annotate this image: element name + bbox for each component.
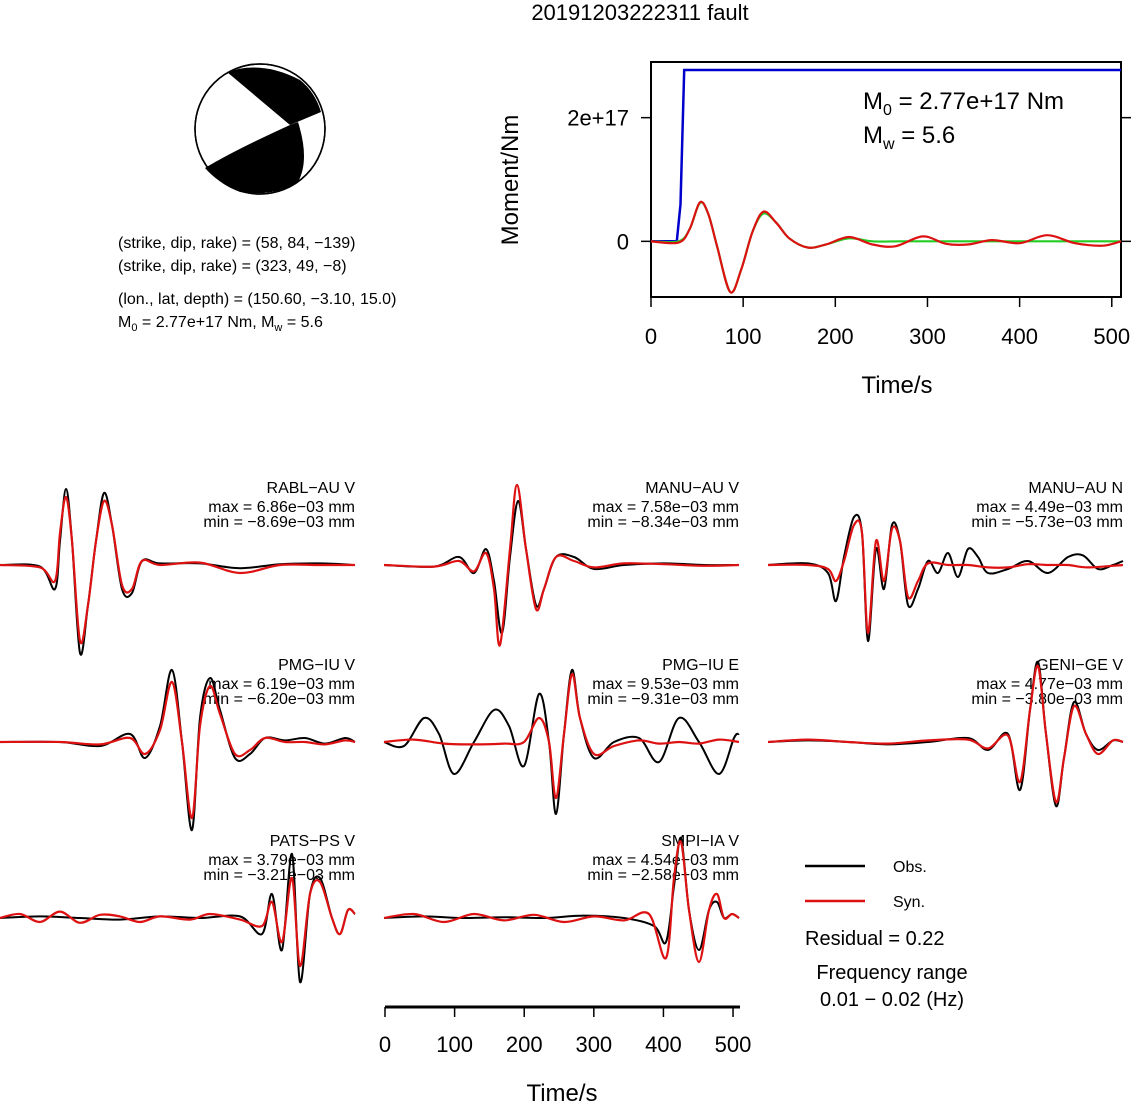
observed-trace [767,513,1124,643]
moment-y-ticks: 0 2e+17 [567,106,1131,254]
residual-value: Residual = 0.22 [805,928,945,950]
waveform-x-label: Time/s [526,1080,597,1104]
station-min: min = −8.69e−03 mm [203,514,355,531]
nodal-plane-1: (strike, dip, rake) = (58, 84, −139) [118,235,355,252]
synthetic-trace [383,483,740,647]
frequency-range-label: Frequency range [816,962,967,984]
station-label: RABL−AU V [267,480,356,497]
moment-x-tick-label: 400 [1001,324,1038,349]
station-max: max = 9.53e−03 mm [592,676,739,693]
moment-x-tick-label: 200 [817,324,854,349]
station-min: min = −6.20e−03 mm [203,691,355,708]
moment-y-tick-label: 0 [617,229,629,254]
legend: Obs. Syn. [805,859,927,911]
moment-x-ticks: 0 100 200 300 400 500 [645,297,1130,349]
station-max: max = 7.58e−03 mm [592,499,739,516]
station-label: PATS−PS V [270,833,356,850]
moment-x-tick-label: 100 [725,324,762,349]
nodal-plane-2: (strike, dip, rake) = (323, 49, −8) [118,258,347,275]
source-location: (lon., lat, depth) = (150.60, −3.10, 15.… [118,291,396,308]
waveform-x-tick-label: 200 [506,1032,543,1057]
beachball-quadrant-top [227,67,321,125]
station-min: min = −5.73e−03 mm [971,514,1123,531]
moment-x-tick-label: 300 [909,324,946,349]
station-max: max = 4.49e−03 mm [976,499,1123,516]
station-label: MANU−AU N [1028,480,1123,497]
station-min: min = −2.58e−03 mm [587,867,739,884]
station-max: max = 6.86e−03 mm [208,499,355,516]
observed-trace [0,668,356,832]
moment-y-label: Moment/Nm [497,115,524,246]
synthetic-trace [0,495,355,645]
waveform-time-axis: 0 100 200 300 400 500 Time/s [379,1005,752,1104]
moment-rate-red-line [650,200,1122,294]
frequency-range-value: 0.01 − 0.02 (Hz) [820,989,964,1011]
beachball-diagram [194,63,326,195]
moment-plot: 0 100 200 300 400 500 0 2e+17 Time/s Moment/Nm… [497,61,1131,399]
station-max: max = 4.54e−03 mm [592,852,739,869]
synthetic-trace [0,680,356,820]
waveform-x-tick-label: 500 [715,1032,752,1057]
moment-x-label: Time/s [861,372,932,399]
moment-series [650,68,1122,294]
moment-plot-frame [650,61,1122,298]
synthetic-trace [0,876,356,968]
waveform-x-ticks: 0 100 200 300 400 500 [379,1007,752,1057]
moment-mw-annotation: Mw = 5.6 [863,122,955,153]
synthetic-trace [383,672,740,800]
station-label: GENI−GE V [1036,657,1123,674]
legend-obs-label: Obs. [893,859,927,876]
moment-summary: M0 = 2.77e+17 Nm, Mw = 5.6 [118,314,323,334]
station-label: PMG−IU V [278,657,355,674]
waveform-x-tick-label: 400 [645,1032,682,1057]
waveform-x-tick-label: 100 [436,1032,473,1057]
legend-syn-label: Syn. [893,894,925,911]
synthetic-trace [767,664,1124,804]
waveform-x-tick-label: 300 [575,1032,612,1057]
station-min: min = −3.80e−03 mm [971,691,1123,708]
station-min: min = −3.21e−03 mm [203,867,355,884]
moment-m0-annotation: M0 = 2.77e+17 Nm [863,88,1064,119]
station-label: SMPI−IA V [661,833,739,850]
synthetic-trace [767,519,1124,635]
waveform-x-tick-label: 0 [379,1032,391,1057]
moment-x-tick-label: 500 [1093,324,1130,349]
station-label: MANU−AU V [645,480,739,497]
station-min: min = −8.34e−03 mm [587,514,739,531]
station-max: max = 4.77e−03 mm [976,676,1123,693]
station-max: max = 3.79e−03 mm [208,852,355,869]
moment-x-tick-label: 0 [645,324,657,349]
moment-y-tick-label: 2e+17 [567,106,629,131]
station-label: PMG−IU E [662,657,739,674]
observed-trace [383,668,740,816]
figure-title: 20191203222311 fault [531,0,748,25]
synthetic-trace [383,840,740,964]
station-min: min = −9.31e−03 mm [587,691,739,708]
beachball-quadrant-bottom [205,122,304,194]
station-max: max = 6.19e−03 mm [208,676,355,693]
